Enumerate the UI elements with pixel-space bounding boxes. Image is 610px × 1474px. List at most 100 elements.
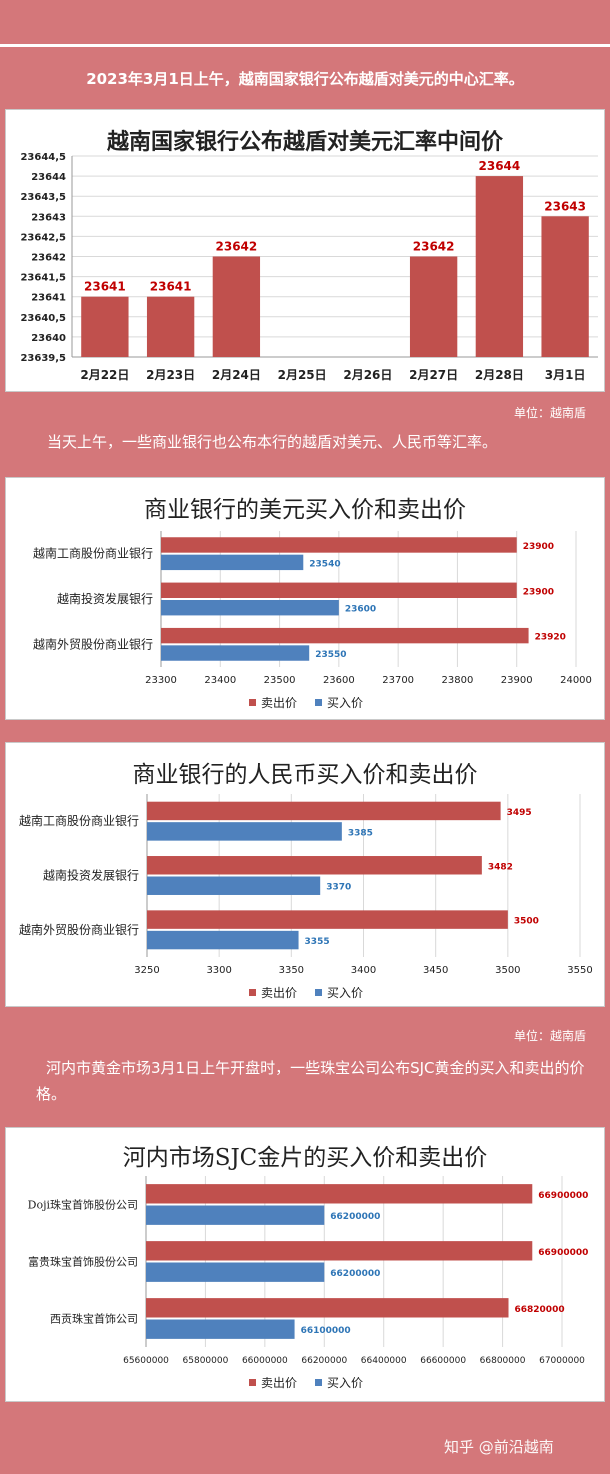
buy-bar bbox=[147, 822, 342, 841]
x-tick-label: 65800000 bbox=[183, 1356, 229, 1366]
buy-data-label: 3370 bbox=[326, 883, 351, 893]
x-tick-label: 3500 bbox=[495, 965, 520, 976]
sell-bar bbox=[147, 801, 501, 821]
chart-title: 商业银行的美元买入价和卖出价 bbox=[144, 497, 466, 523]
bar bbox=[212, 256, 261, 357]
sell-data-label: 66900000 bbox=[538, 1191, 588, 1201]
buy-bar bbox=[161, 554, 304, 571]
sell-bar bbox=[146, 1241, 533, 1261]
chart-panel-usd: 商业银行的美元买入价和卖出价 23300 23400 23500 23600 23700… bbox=[5, 477, 605, 720]
sell-data-label: 23920 bbox=[535, 633, 566, 643]
sell-bar bbox=[146, 1298, 509, 1318]
x-tick-label: 66400000 bbox=[361, 1356, 407, 1366]
x-tick-label: 2月24日 bbox=[212, 368, 261, 382]
category-label: Doji珠宝首饰股份公司 bbox=[28, 1198, 138, 1212]
sell-bar bbox=[161, 582, 517, 598]
category-label: 越南投资发展银行 bbox=[57, 591, 153, 606]
data-label: 23641 bbox=[84, 280, 126, 294]
legend-label-buy: 买入价 bbox=[327, 986, 363, 1000]
top-divider bbox=[0, 44, 610, 47]
category-label: 西贡珠宝首饰公司 bbox=[50, 1312, 138, 1326]
legend-swatch-buy bbox=[315, 699, 322, 706]
buy-data-label: 3355 bbox=[305, 937, 330, 947]
sell-bar bbox=[147, 910, 508, 929]
sell-bar bbox=[161, 627, 529, 644]
x-tick-label: 3月1日 bbox=[545, 368, 586, 382]
x-tick-label: 2月27日 bbox=[409, 368, 458, 382]
x-tick-label: 2月28日 bbox=[475, 368, 524, 382]
x-tick-label: 2月22日 bbox=[80, 368, 129, 382]
data-label: 23643 bbox=[544, 199, 586, 213]
buy-data-label: 23550 bbox=[315, 650, 346, 660]
y-tick-label: 23643,5 bbox=[20, 192, 66, 203]
buy-data-label: 66200000 bbox=[330, 1269, 380, 1279]
legend-swatch-sell bbox=[249, 1379, 256, 1386]
x-tick-label: 23300 bbox=[145, 675, 177, 686]
buy-bar bbox=[147, 930, 299, 950]
x-tick-label: 66000000 bbox=[242, 1356, 288, 1366]
legend-swatch-sell bbox=[249, 699, 256, 706]
x-tick-label: 24000 bbox=[560, 675, 592, 686]
buy-bar bbox=[146, 1262, 325, 1282]
data-label: 23642 bbox=[216, 240, 258, 254]
x-tick-label: 23600 bbox=[323, 675, 355, 686]
chart-title: 越南国家银行公布越盾对美元汇率中间价 bbox=[106, 129, 503, 155]
bar bbox=[541, 216, 589, 357]
x-tick-label: 23900 bbox=[501, 675, 533, 686]
x-tick-label: 3550 bbox=[567, 965, 592, 976]
sell-data-label: 23900 bbox=[523, 587, 554, 597]
data-label: 23641 bbox=[150, 280, 192, 294]
sell-data-label: 3500 bbox=[514, 917, 539, 927]
buy-data-label: 66200000 bbox=[330, 1212, 380, 1222]
x-tick-label: 3450 bbox=[423, 965, 448, 976]
y-tick-label: 23640,5 bbox=[20, 313, 66, 324]
buy-data-label: 23540 bbox=[309, 559, 340, 569]
category-label: 越南工商股份商业银行 bbox=[19, 813, 139, 828]
sell-data-label: 66900000 bbox=[538, 1248, 588, 1258]
sell-data-label: 3482 bbox=[488, 862, 513, 872]
x-tick-label: 65600000 bbox=[123, 1356, 169, 1366]
y-tick-label: 23641 bbox=[31, 293, 66, 304]
x-tick-label: 23700 bbox=[382, 675, 414, 686]
legend-label-sell: 卖出价 bbox=[261, 696, 297, 710]
x-tick-label: 66600000 bbox=[420, 1356, 466, 1366]
y-tick-label: 23644,5 bbox=[20, 152, 66, 163]
y-tick-label: 23642 bbox=[31, 253, 66, 264]
bar bbox=[475, 176, 524, 357]
x-tick-label: 3350 bbox=[279, 965, 304, 976]
gold-paragraph: 河内市黄金市场3月1日上午开盘时，一些珠宝公司公布SJC黄金的买入和卖出的价格。 bbox=[36, 1059, 585, 1103]
legend-label-sell: 卖出价 bbox=[261, 1376, 297, 1390]
unit-label: 单位：越南盾 bbox=[514, 406, 587, 420]
sell-bar bbox=[146, 1184, 533, 1204]
x-tick-label: 67000000 bbox=[539, 1356, 585, 1366]
buy-data-label: 23600 bbox=[345, 605, 376, 615]
category-label: 越南投资发展银行 bbox=[43, 868, 139, 883]
intro-paragraph: 2023年3月1日上午，越南国家银行公布越盾对美元的中心汇率。 bbox=[86, 70, 524, 88]
x-tick-label: 66800000 bbox=[480, 1356, 526, 1366]
unit-label: 单位：越南盾 bbox=[514, 1029, 587, 1043]
legend-swatch-sell bbox=[249, 989, 256, 996]
sell-data-label: 23900 bbox=[523, 542, 554, 552]
bar bbox=[409, 256, 458, 357]
chart-panel-midrate: 越南国家银行公布越盾对美元汇率中间价 23644,5 23644 23643,5 23… bbox=[5, 109, 605, 392]
legend-swatch-buy bbox=[315, 1379, 322, 1386]
gold-bar-chart: 65600000 65800000 66000000 66200000 66400000… bbox=[28, 1176, 588, 1390]
usd-bar-chart: 23300 23400 23500 23600 23700 23800 23900 24000… bbox=[33, 531, 592, 710]
bar bbox=[81, 296, 129, 357]
data-label: 23642 bbox=[413, 240, 455, 254]
buy-bar bbox=[161, 600, 339, 616]
x-tick-label: 2月23日 bbox=[146, 368, 195, 382]
category-label: 越南工商股份商业银行 bbox=[33, 546, 153, 561]
sell-bar bbox=[147, 856, 482, 875]
x-tick-label: 2月25日 bbox=[278, 368, 327, 382]
legend-label-buy: 买入价 bbox=[327, 1376, 363, 1390]
y-tick-label: 23639,5 bbox=[20, 353, 66, 364]
y-tick-label: 23640 bbox=[31, 333, 66, 344]
cny-bar-chart: 3250 3300 3350 3400 3450 3500 3550 3495 3385 越南工商… bbox=[19, 794, 593, 1000]
chart-title: 河内市场SJC金片的买入价和卖出价 bbox=[122, 1145, 488, 1171]
chart-panel-gold: 河内市场SJC金片的买入价和卖出价 65600000 65800000 660000… bbox=[5, 1127, 605, 1402]
x-tick-label: 23800 bbox=[442, 675, 474, 686]
buy-bar bbox=[147, 876, 321, 895]
x-tick-label: 3250 bbox=[134, 965, 159, 976]
legend-label-buy: 买入价 bbox=[327, 696, 363, 710]
